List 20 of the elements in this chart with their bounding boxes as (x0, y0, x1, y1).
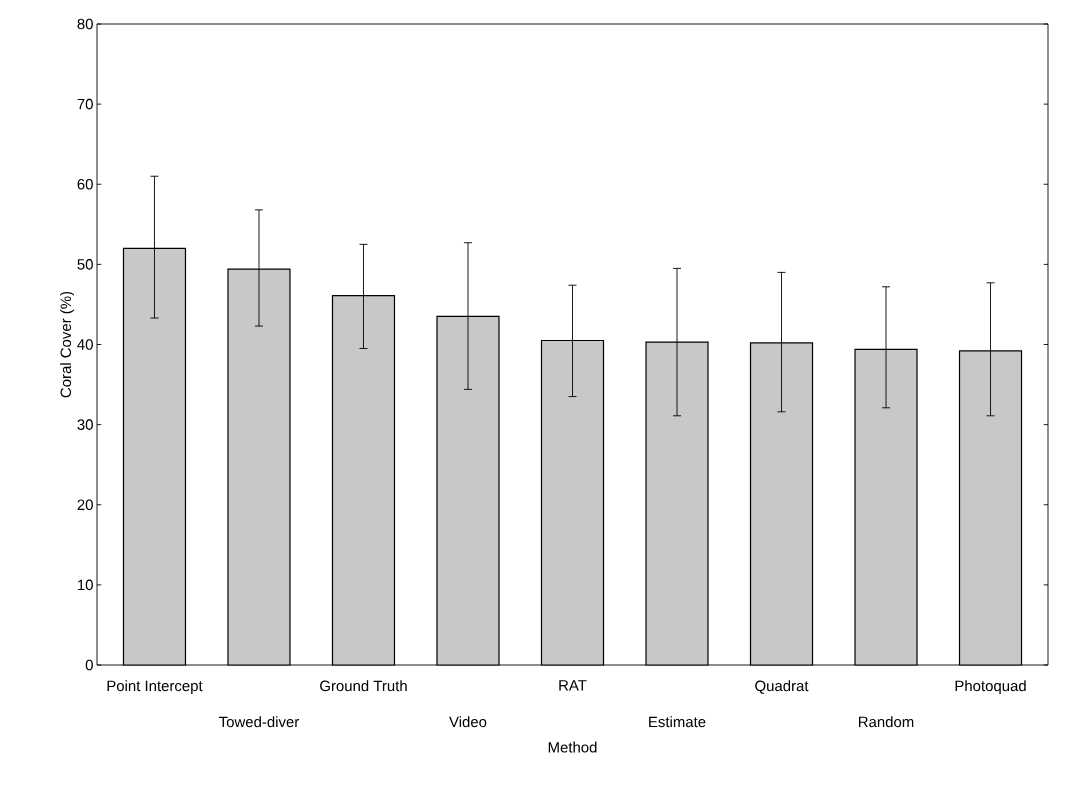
x-tick-label: RAT (559, 680, 587, 691)
x-axis-title: Method (548, 741, 597, 753)
y-tick-label: 10 (78, 579, 93, 591)
y-tick-label: 0 (85, 659, 93, 671)
x-tick-label: Video (449, 716, 487, 728)
x-tick-label: Towed-diver (219, 716, 300, 728)
x-tick-label: Point Intercept (107, 680, 203, 695)
y-tick-label: 40 (77, 339, 93, 350)
x-tick-label: Random (859, 716, 914, 728)
y-tick-label: 60 (77, 178, 93, 190)
y-tick-label: 80 (77, 18, 93, 30)
y-tick-label: 20 (77, 499, 93, 511)
y-tick-label: 50 (77, 259, 93, 270)
x-tick-label: Ground Truth (320, 680, 407, 692)
y-axis-title: Coral Cover (%) (60, 291, 75, 398)
y-tick-label: 70 (77, 98, 93, 110)
x-tick-label: Estimate (649, 716, 706, 728)
x-tick-label: Photoquad (955, 680, 1026, 695)
y-tick-label: 30 (77, 419, 93, 430)
x-tick-label: Quadrat (755, 680, 809, 694)
